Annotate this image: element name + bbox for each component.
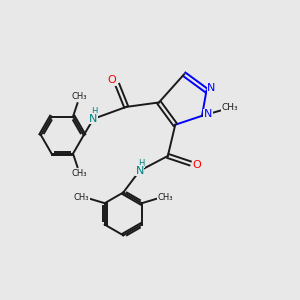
Text: N: N <box>204 109 212 119</box>
Text: CH₃: CH₃ <box>71 169 87 178</box>
Text: N: N <box>207 83 216 93</box>
Text: CH₃: CH₃ <box>157 193 173 202</box>
Text: O: O <box>108 75 116 85</box>
Text: H: H <box>138 159 144 168</box>
Text: N: N <box>89 114 98 124</box>
Text: N: N <box>135 166 144 176</box>
Text: H: H <box>91 107 97 116</box>
Text: CH₃: CH₃ <box>222 103 238 112</box>
Text: CH₃: CH₃ <box>74 193 89 202</box>
Text: CH₃: CH₃ <box>71 92 87 101</box>
Text: O: O <box>192 160 201 170</box>
